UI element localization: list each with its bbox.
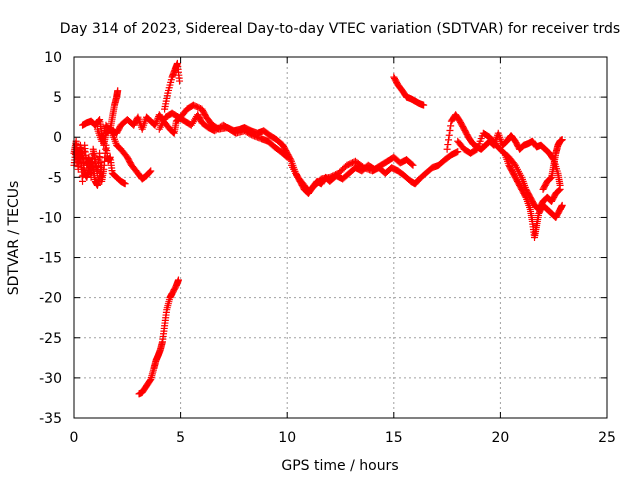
data-trace: [501, 149, 566, 241]
y-tick-label: -35: [39, 411, 62, 427]
x-tick-label: 10: [278, 430, 296, 446]
data-point: [420, 101, 428, 109]
data-layer: [70, 59, 566, 398]
data-point: [79, 177, 87, 185]
data-point: [447, 122, 455, 130]
data-trace: [287, 148, 462, 196]
data-point: [114, 87, 122, 95]
data-point: [147, 167, 155, 175]
data-point: [558, 136, 566, 144]
data-point: [555, 187, 563, 195]
data-point: [121, 180, 129, 188]
data-point: [408, 160, 416, 168]
x-tick-label: 5: [176, 430, 185, 446]
x-axis-label: GPS time / hours: [281, 458, 398, 474]
data-trace: [135, 276, 182, 398]
data-point: [169, 129, 177, 137]
data-point: [146, 377, 154, 385]
data-point: [98, 161, 106, 169]
y-tick-label: 5: [53, 90, 62, 106]
label-layer: Day 314 of 2023, Sidereal Day-to-day VTE…: [6, 21, 620, 474]
data-trace: [443, 111, 564, 189]
y-tick-label: -20: [39, 291, 62, 307]
tick-layer: 0 5 10 15 20 25 -35 -30 -25 -20 -15 -10 -5 0 5 10: [39, 50, 616, 446]
plot-frame: [73, 56, 608, 419]
y-tick-label: 10: [44, 50, 62, 66]
data-trace: [93, 121, 155, 183]
y-tick-label: 0: [53, 130, 62, 146]
x-tick-label: 0: [70, 430, 79, 446]
data-point: [555, 186, 563, 194]
data-point: [174, 276, 182, 284]
x-tick-label: 25: [598, 430, 616, 446]
data-point: [446, 127, 454, 135]
data-point: [95, 117, 103, 125]
chart-title: Day 314 of 2023, Sidereal Day-to-day VTE…: [60, 21, 620, 37]
y-axis-label: SDTVAR / TECUs: [6, 181, 22, 296]
data-trace: [390, 73, 428, 109]
x-tick-label: 20: [491, 430, 509, 446]
x-tick-label: 15: [385, 430, 403, 446]
data-point: [558, 201, 566, 209]
data-trace: [106, 101, 287, 149]
data-point: [521, 192, 529, 200]
data-point: [445, 131, 453, 139]
data-point: [443, 145, 451, 153]
data-point: [454, 148, 462, 156]
data-trace: [539, 136, 566, 193]
data-point: [556, 185, 564, 193]
data-point: [409, 161, 417, 169]
y-tick-label: -30: [39, 371, 62, 387]
data-trace: [161, 59, 184, 113]
data-point: [176, 77, 184, 85]
data-point: [444, 141, 452, 149]
y-tick-label: -5: [48, 170, 62, 186]
data-trace: [155, 109, 291, 161]
y-tick-label: -25: [39, 331, 62, 347]
y-tick-label: -10: [39, 210, 62, 226]
data-trace: [70, 137, 106, 189]
data-point: [445, 136, 453, 144]
data-point: [145, 169, 153, 177]
data-point: [287, 156, 295, 164]
y-tick-label: -15: [39, 251, 62, 267]
data-point: [146, 168, 154, 176]
